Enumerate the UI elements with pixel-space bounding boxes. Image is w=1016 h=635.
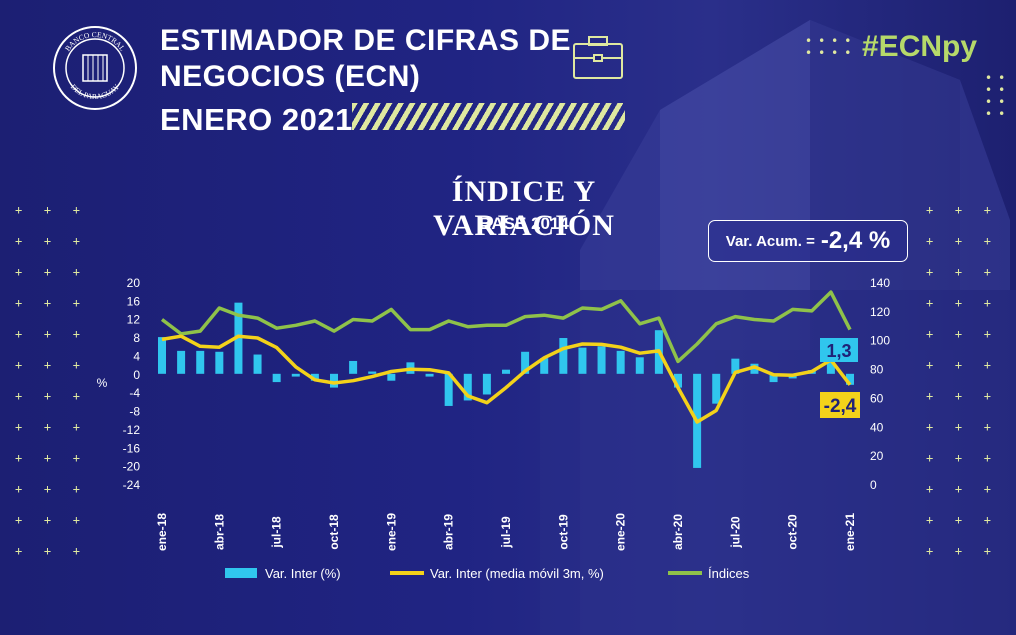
plus-pattern-left: + + + + + + + + + + + + + + + + + + + + … [15,203,81,558]
building-image [540,20,1016,635]
bar [846,373,854,385]
x-tick-label: jul-20 [728,516,742,549]
legend-label: Var. Inter (%) [265,566,341,581]
legend-label: Var. Inter (media móvil 3m, %) [430,566,604,581]
bar [196,350,205,374]
y-right-tick: 100 [870,334,890,348]
bar [502,369,510,374]
y-left-tick: -12 [123,423,141,437]
y-right-tick: 20 [870,449,884,463]
y-right-tick: 60 [870,391,884,405]
bar [368,371,377,374]
briefcase-icon [573,36,623,79]
y-left-tick: 8 [133,331,140,345]
acum-value: -2,4 % [820,227,891,254]
bar [310,373,319,381]
bar [521,351,530,374]
y-right-tick: 120 [870,305,890,319]
bar [731,358,740,374]
y-left-tick: 4 [133,349,140,363]
bar [674,373,682,388]
y-left-tick: -8 [129,405,140,419]
dots-decoration: •••• •••• [805,34,858,60]
end-label-avg-box [820,392,860,418]
y-left-tick: 12 [127,313,141,327]
bar [540,358,549,374]
hashtag: #ECNpy [862,30,978,63]
x-tick-label: ene-20 [614,513,628,551]
bar [272,373,281,383]
acum-label: Var. Acum. = [725,232,815,250]
bar [578,347,587,374]
bar [769,373,778,383]
x-tick-label: abr-19 [442,514,456,550]
legend-label: Índices [708,566,750,581]
bar [425,373,434,377]
bar [387,373,396,381]
bar [291,373,300,377]
x-tick-label: oct-20 [786,514,800,550]
legend-swatch [225,568,257,578]
y-left-tick: 16 [127,294,141,308]
bar [463,373,472,401]
x-tick-label: oct-18 [327,514,341,550]
title-line-1: ESTIMADOR DE CIFRAS DE [160,24,572,57]
x-tick-label: jul-18 [270,516,284,549]
y-left-tick: -20 [123,460,141,474]
y-right-tick: 80 [870,363,884,377]
y-right-tick: 0 [870,478,877,492]
moving-avg-line [161,334,852,424]
bar [712,373,721,404]
bar [158,337,166,374]
plus-pattern-right: + + + + + + + + + + + + + + + + + + + + … [926,203,992,558]
bar [177,350,186,374]
x-tick-label: ene-19 [384,513,398,551]
y-left-tick: 20 [127,276,141,290]
bar [253,354,262,374]
y-left-tick: 0 [133,368,140,382]
y-left-tick: -24 [123,478,141,492]
bar [559,338,568,374]
x-tick-label: ene-21 [843,513,857,551]
title-line-2: NEGOCIOS (ECN) [160,60,421,93]
central-bank-logo: BANCO CENTRAL DEL PARAGUAY [53,26,137,110]
bar [234,302,243,374]
bar [597,346,606,374]
x-tick-label: ene-18 [155,513,169,551]
end-label-avg: -2,4 [824,396,857,417]
y-right-tick: 140 [870,276,890,290]
end-label-bars-box [820,338,858,362]
bar [349,360,358,374]
bar [444,373,453,406]
bar [635,357,644,374]
end-label-bars: 1,3 [826,341,851,361]
dots-decoration-right: •• •• •• •• [985,71,1012,121]
y-left-tick: -16 [123,441,141,455]
bar [330,373,338,388]
bar [482,373,491,395]
x-tick-label: oct-19 [556,514,570,550]
hatch-decoration [352,103,625,130]
x-tick-label: jul-19 [499,516,513,549]
bar [616,350,625,374]
x-tick-label: abr-18 [212,514,226,550]
y-left-tick: -4 [129,386,140,400]
accumulated-variation-box: Var. Acum. = -2,4 % [708,220,908,262]
period-label: ENERO 2021 [160,102,353,137]
y-left-label: % [97,376,108,390]
x-tick-label: abr-20 [671,514,685,550]
index-line [160,290,852,364]
y-right-tick: 40 [870,420,884,434]
bar [215,351,224,374]
chart-subtitle: BASE 2014 [479,214,569,233]
chart-title: ÍNDICE Y VARIACIÓN [433,175,615,242]
